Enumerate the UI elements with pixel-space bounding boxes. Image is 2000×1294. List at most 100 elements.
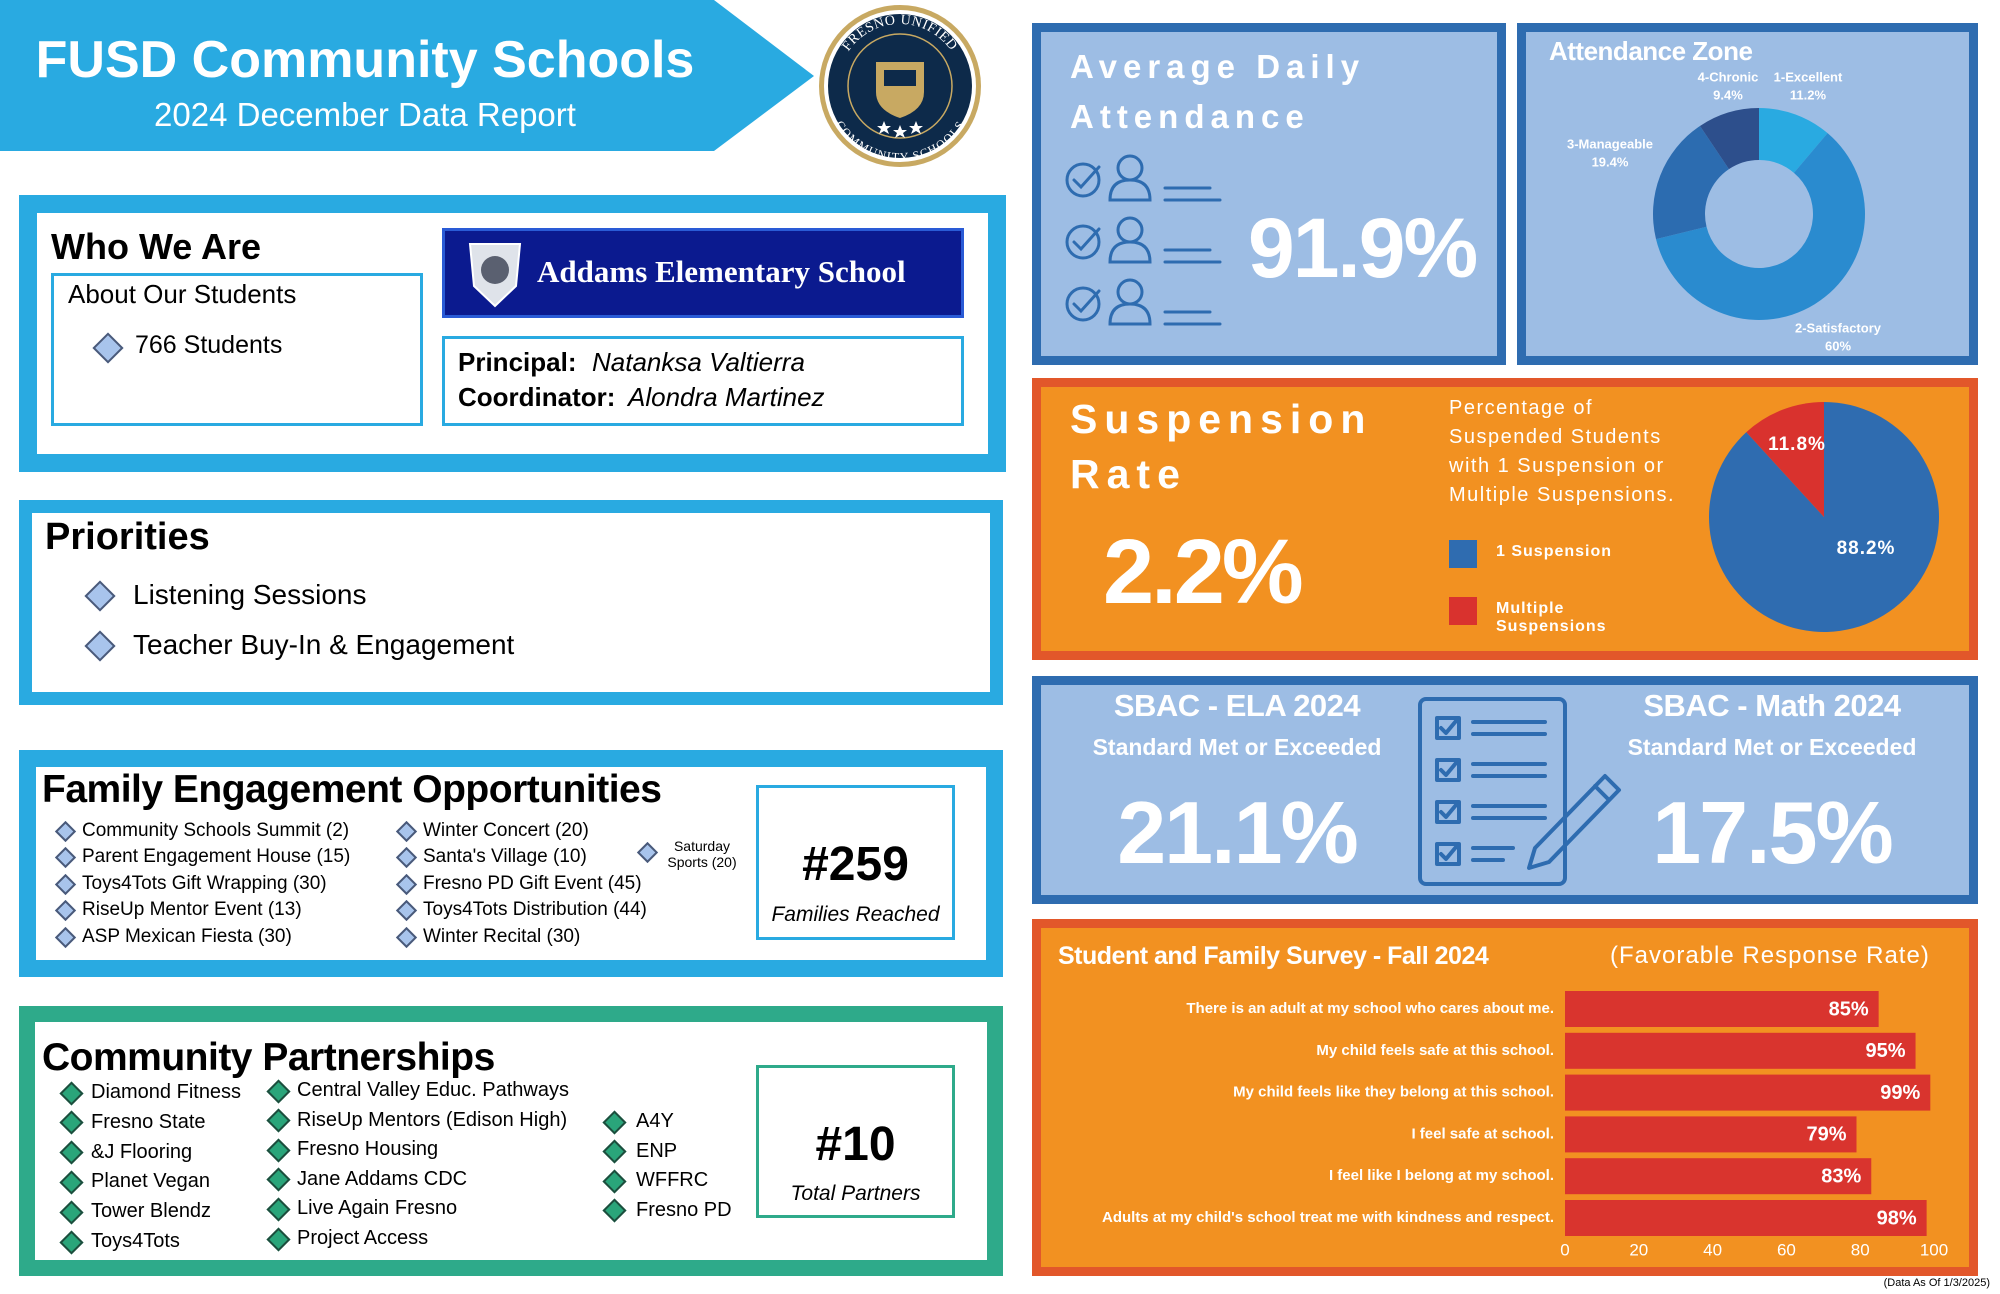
total-box: [756, 785, 955, 940]
student-count: 766 Students: [135, 331, 283, 359]
engagement-item: Parent Engagement House (15): [82, 846, 351, 868]
about-title: About Our Students: [68, 279, 297, 309]
partner-item: Jane Addams CDC: [297, 1167, 468, 1190]
slice: [1656, 133, 1866, 321]
sbac-title: SBAC - Math 2024: [1643, 688, 1901, 723]
value-label: 99%: [1880, 1082, 1920, 1104]
value-label: 19.4%: [1592, 154, 1629, 169]
sbac-value: 21.1%: [1117, 783, 1359, 882]
engagement-item: Winter Recital (30): [423, 925, 581, 947]
engagement-item: Santa's Village (10): [423, 846, 587, 868]
partner-item: RiseUp Mentors (Edison High): [297, 1108, 568, 1131]
x-tick-label: 20: [1629, 1240, 1648, 1259]
slice: [1746, 402, 1824, 517]
partner-item: A4Y: [636, 1110, 674, 1132]
value-label: 11.8%: [1768, 434, 1826, 455]
bar: [1565, 1032, 1916, 1069]
school-banner: [442, 228, 964, 318]
value-label: 11.2%: [1790, 87, 1827, 102]
total-box: [756, 1065, 955, 1218]
engagement-item: Toys4Tots Gift Wrapping (30): [82, 872, 327, 894]
category-label: Adults at my child's school treat me wit…: [1102, 1209, 1554, 1226]
category-label: There is an adult at my school who cares…: [1186, 1000, 1554, 1017]
value-label: 95%: [1866, 1040, 1906, 1062]
priorities-inner: [32, 513, 990, 692]
sbac-title: SBAC - ELA 2024: [1113, 688, 1361, 723]
engagement-item: ASP Mexican Fiesta (30): [82, 925, 292, 947]
x-tick-label: 100: [1920, 1240, 1948, 1259]
bar: [1565, 991, 1879, 1027]
partner-item: Tower Blendz: [91, 1200, 212, 1223]
total-value: #10: [815, 1118, 896, 1171]
bar: [1565, 1074, 1931, 1111]
sbac-subtitle: Standard Met or Exceeded: [1092, 734, 1382, 760]
slice: [1699, 108, 1759, 170]
attendance-icons: [1065, 154, 1222, 326]
partner-item: Fresno Housing: [297, 1138, 439, 1161]
page-subtitle: 2024 December Data Report: [154, 96, 576, 133]
suspension-value: 2.2%: [1103, 521, 1304, 623]
priority-item: Listening Sessions: [133, 579, 367, 610]
legend-swatch: [1449, 597, 1477, 625]
value-label: 60%: [1825, 338, 1851, 353]
x-tick-label: 40: [1703, 1240, 1722, 1259]
sbac-subtitle: Standard Met or Exceeded: [1627, 734, 1917, 760]
priority-item: Teacher Buy-In & Engagement: [133, 629, 515, 660]
footnote: (Data As Of 1/3/2025): [1883, 1277, 1990, 1289]
slice: [1759, 108, 1828, 173]
school-mascot: [468, 243, 522, 308]
attendance-title: Average Daily Attendance: [1070, 48, 1366, 135]
x-tick-label: 80: [1851, 1240, 1870, 1259]
page-title: FUSD Community Schools: [35, 31, 695, 89]
value-label: 85%: [1829, 998, 1869, 1020]
attendance-value: 91.9%: [1248, 201, 1478, 295]
value-label: 88.2%: [1837, 538, 1896, 559]
coordinator-name: Alondra Martinez: [628, 382, 825, 412]
partner-item: Project Access: [297, 1227, 429, 1249]
x-tick-label: 0: [1560, 1240, 1569, 1259]
value-label: 9.4%: [1713, 87, 1743, 102]
school-name: Addams Elementary School: [537, 254, 906, 289]
bar: [1565, 1116, 1857, 1153]
suspension-title: Suspension Rate: [1070, 396, 1373, 497]
legend-label: 1 Suspension: [1496, 543, 1613, 560]
principal-label: Principal:: [458, 347, 577, 377]
slice-label: 2-Satisfactory: [1795, 320, 1882, 335]
sbac-panel: [1032, 676, 1978, 904]
header-graphic: FRESNO UNIFIED COMMUNITY SCHOOLS: [0, 0, 981, 167]
staff-box: [442, 336, 964, 426]
total-label: Families Reached: [771, 903, 940, 926]
category-label: My child feels safe at this school.: [1316, 1042, 1554, 1059]
legend-swatch: [1449, 540, 1477, 568]
slice: [1653, 125, 1729, 240]
engagement-item: RiseUp Mentor Event (13): [82, 899, 302, 921]
family-inner: [36, 767, 986, 960]
slice: [1708, 402, 1939, 632]
partner-item: Fresno PD: [636, 1198, 732, 1221]
slice-label: 1-Excellent: [1774, 69, 1843, 84]
category-label: I feel safe at school.: [1411, 1125, 1554, 1142]
value-label: 98%: [1877, 1207, 1917, 1229]
legend-label: Multiple Suspensions: [1496, 600, 1607, 635]
principal-name: Natanksa Valtierra: [592, 347, 805, 377]
category-label: I feel like I belong at my school.: [1329, 1167, 1554, 1184]
sbac-value: 17.5%: [1652, 783, 1894, 882]
partner-item: Toys4Tots: [91, 1230, 180, 1252]
chart-title: Percentage of Suspended Students with 1 …: [1449, 397, 1676, 506]
partner-item: Central Valley Educ. Pathways: [297, 1079, 569, 1101]
section-title: Community Partnerships: [42, 1036, 495, 1079]
value-label: 83%: [1821, 1165, 1861, 1187]
slice-label: 3-Manageable: [1567, 136, 1653, 151]
coordinator-label: Coordinator:: [458, 382, 616, 412]
category-label: My child feels like they belong at this …: [1233, 1084, 1554, 1101]
slice-label: 4-Chronic: [1698, 69, 1759, 84]
section-title: Who We Are: [51, 226, 262, 267]
engagement-item: Winter Concert (20): [423, 819, 589, 841]
bar: [1565, 1200, 1927, 1236]
partner-item: WFFRC: [636, 1169, 709, 1192]
total-label: Total Partners: [790, 1182, 921, 1205]
about-box: [51, 273, 423, 426]
partner-item: ENP: [636, 1139, 678, 1162]
